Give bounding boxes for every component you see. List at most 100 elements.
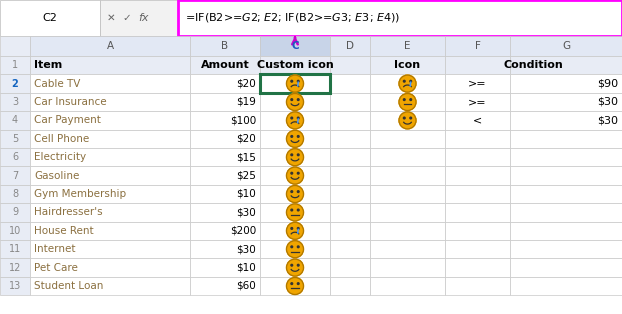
Text: >=: >= bbox=[468, 97, 487, 107]
Bar bbox=[330, 74, 370, 93]
Bar bbox=[100, 0, 178, 36]
Bar bbox=[370, 277, 445, 295]
Text: $19: $19 bbox=[236, 97, 256, 107]
Circle shape bbox=[297, 80, 299, 82]
Text: 9: 9 bbox=[12, 208, 18, 217]
Bar bbox=[260, 258, 330, 277]
Bar bbox=[445, 203, 510, 222]
Text: Car Payment: Car Payment bbox=[34, 116, 101, 125]
Bar bbox=[260, 130, 330, 148]
Circle shape bbox=[291, 209, 292, 211]
Bar bbox=[370, 203, 445, 222]
Bar bbox=[0, 222, 30, 240]
Bar bbox=[260, 240, 330, 258]
Bar bbox=[30, 258, 190, 277]
Circle shape bbox=[404, 117, 405, 119]
Text: $60: $60 bbox=[236, 281, 256, 291]
Bar bbox=[0, 258, 30, 277]
Circle shape bbox=[297, 246, 299, 248]
Bar bbox=[445, 56, 510, 74]
Bar bbox=[330, 277, 370, 295]
Text: B: B bbox=[221, 41, 228, 51]
Bar bbox=[330, 93, 370, 111]
Text: Pet Care: Pet Care bbox=[34, 263, 78, 273]
Circle shape bbox=[291, 136, 292, 137]
Bar bbox=[190, 130, 260, 148]
Bar bbox=[30, 36, 190, 56]
Text: $30: $30 bbox=[236, 208, 256, 217]
Circle shape bbox=[287, 112, 304, 129]
Bar bbox=[30, 203, 190, 222]
Circle shape bbox=[291, 172, 292, 174]
Bar bbox=[445, 93, 510, 111]
Bar bbox=[0, 36, 30, 56]
Bar bbox=[445, 74, 510, 93]
Bar bbox=[330, 130, 370, 148]
Text: Cell Phone: Cell Phone bbox=[34, 134, 89, 144]
Bar bbox=[260, 185, 330, 203]
Text: D: D bbox=[346, 41, 354, 51]
Bar bbox=[190, 203, 260, 222]
Text: Amount: Amount bbox=[201, 60, 249, 70]
Circle shape bbox=[291, 191, 292, 192]
Bar bbox=[445, 36, 510, 56]
Circle shape bbox=[287, 130, 304, 147]
Text: 4: 4 bbox=[12, 116, 18, 125]
Bar bbox=[445, 130, 510, 148]
Text: $90: $90 bbox=[597, 78, 618, 89]
Bar bbox=[445, 148, 510, 166]
Bar bbox=[30, 222, 190, 240]
Bar bbox=[0, 277, 30, 295]
Circle shape bbox=[297, 228, 299, 229]
Circle shape bbox=[297, 264, 299, 266]
Bar bbox=[260, 111, 330, 130]
Bar bbox=[260, 148, 330, 166]
Circle shape bbox=[399, 94, 416, 111]
Circle shape bbox=[404, 80, 405, 82]
Bar bbox=[330, 203, 370, 222]
Bar bbox=[445, 222, 510, 240]
Text: $30: $30 bbox=[597, 116, 618, 125]
Bar bbox=[445, 240, 510, 258]
Circle shape bbox=[297, 172, 299, 174]
Bar bbox=[510, 240, 622, 258]
Circle shape bbox=[287, 241, 304, 258]
Text: E: E bbox=[404, 41, 411, 51]
Bar bbox=[30, 240, 190, 258]
Circle shape bbox=[297, 283, 299, 284]
Text: $200: $200 bbox=[230, 226, 256, 236]
Bar bbox=[445, 166, 510, 185]
Text: >=: >= bbox=[468, 78, 487, 89]
Circle shape bbox=[287, 94, 304, 111]
Circle shape bbox=[297, 191, 299, 192]
Circle shape bbox=[410, 99, 412, 100]
Bar bbox=[30, 166, 190, 185]
Bar bbox=[190, 111, 260, 130]
Circle shape bbox=[291, 228, 292, 229]
Bar bbox=[260, 74, 330, 93]
Bar bbox=[0, 148, 30, 166]
Bar bbox=[190, 185, 260, 203]
Bar bbox=[510, 148, 622, 166]
Bar bbox=[370, 74, 445, 93]
Bar bbox=[190, 93, 260, 111]
Bar bbox=[330, 185, 370, 203]
Circle shape bbox=[291, 154, 292, 156]
Bar bbox=[370, 185, 445, 203]
Text: 8: 8 bbox=[12, 189, 18, 199]
Bar bbox=[510, 93, 622, 111]
Bar bbox=[0, 185, 30, 203]
Text: Hairdresser's: Hairdresser's bbox=[34, 208, 103, 217]
Text: $25: $25 bbox=[236, 171, 256, 181]
Circle shape bbox=[291, 264, 292, 266]
Circle shape bbox=[287, 149, 304, 166]
Bar bbox=[510, 36, 622, 56]
Bar bbox=[30, 130, 190, 148]
Text: Cable TV: Cable TV bbox=[34, 78, 80, 89]
Bar bbox=[510, 258, 622, 277]
Text: 2: 2 bbox=[12, 78, 19, 89]
Text: A: A bbox=[106, 41, 114, 51]
Bar bbox=[260, 56, 330, 74]
Text: Gym Membership: Gym Membership bbox=[34, 189, 126, 199]
Text: ✓: ✓ bbox=[122, 13, 131, 23]
